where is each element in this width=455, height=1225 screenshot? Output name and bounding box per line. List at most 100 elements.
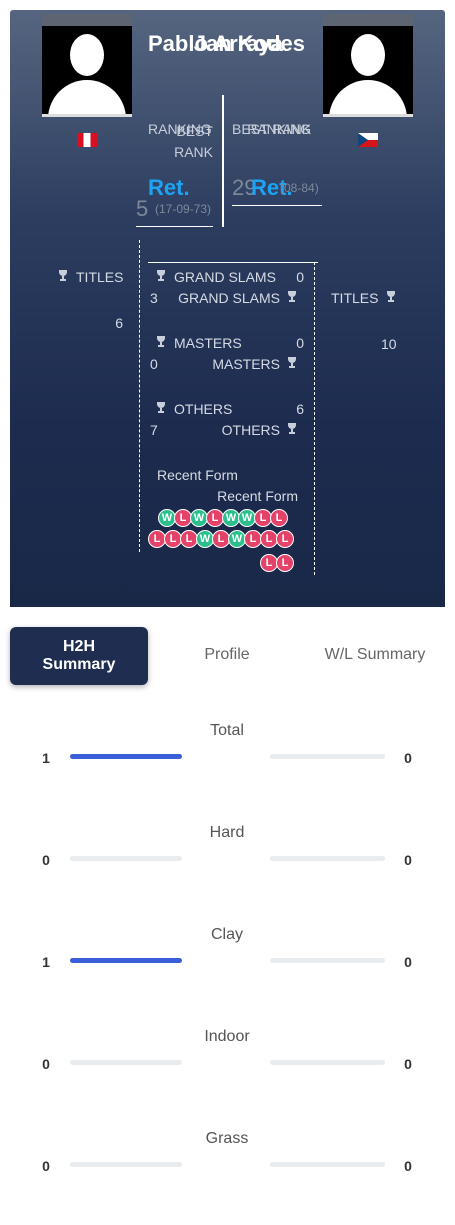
left-count: 1	[42, 954, 50, 970]
trophy-cup	[59, 270, 67, 276]
silhouette-head	[70, 34, 104, 76]
trophy-cup	[157, 270, 165, 276]
trophy-cup	[157, 402, 165, 408]
ranking-value: Ret.	[148, 175, 190, 200]
silhouette-head	[351, 34, 385, 76]
stat-label: GRAND SLAMS	[178, 290, 280, 306]
left-count: 1	[42, 750, 50, 766]
trophy-base	[289, 432, 295, 434]
tab-button[interactable]: W/L Summary	[324, 646, 426, 663]
trophy-icon	[156, 270, 166, 282]
bar-track	[70, 1060, 182, 1065]
stat-label: OTHERS	[174, 401, 233, 417]
bar-track	[70, 856, 182, 861]
flag-triangle	[358, 133, 368, 147]
left-count: 0	[42, 1158, 50, 1174]
player-photo	[323, 26, 413, 117]
recent-form-label: Recent Form	[217, 488, 298, 504]
left-bar	[70, 958, 182, 963]
row-label: Total	[210, 722, 244, 739]
trophy-icon	[287, 357, 297, 369]
silhouette-body	[48, 80, 126, 117]
trophy-base	[289, 366, 295, 368]
trophy-cup	[387, 291, 395, 297]
trophy-stem	[291, 297, 293, 300]
dashed-line	[314, 262, 315, 575]
flag-peru	[77, 133, 97, 147]
trophy-stem	[160, 342, 162, 345]
trophy-base	[60, 279, 66, 281]
row-label: Clay	[210, 926, 243, 943]
trophy-icon	[287, 423, 297, 435]
stat-label: GRAND SLAMS	[174, 269, 276, 285]
stat-value: 0	[296, 335, 304, 351]
silhouette-body	[329, 80, 407, 117]
stat-label: OTHERS	[221, 422, 280, 438]
right-count: 0	[404, 1056, 412, 1072]
best-rank-value: 5	[136, 196, 149, 221]
trophy-base	[158, 411, 164, 413]
trophy-cup	[288, 357, 296, 363]
trophy-base	[289, 300, 295, 302]
best-rank-label: BEST RANK	[232, 121, 312, 137]
tab-button[interactable]: Profile	[204, 646, 250, 663]
dashed-line	[148, 262, 318, 263]
trophy-icon	[386, 291, 396, 303]
form-badge: L	[270, 509, 288, 527]
player-photo	[42, 26, 132, 117]
trophy-stem	[62, 276, 64, 279]
recent-form-label: Recent Form	[157, 467, 238, 483]
trophy-icon	[287, 291, 297, 303]
ranking-label: RANKING	[247, 121, 311, 137]
trophy-stem	[160, 276, 162, 279]
trophy-cup	[288, 291, 296, 297]
flag-czech	[358, 133, 378, 147]
stat-value: 0	[150, 356, 158, 372]
stat-value: 3	[150, 290, 158, 306]
player-name: Jan Kodes	[193, 31, 305, 56]
trophy-cup	[157, 336, 165, 342]
photo-top	[42, 14, 132, 26]
photo-base	[323, 114, 413, 117]
trophy-icon	[156, 402, 166, 414]
divider	[222, 95, 224, 227]
best-rank-date: (17-09-73)	[155, 202, 212, 216]
trophy-base	[158, 279, 164, 281]
underline	[232, 205, 322, 206]
trophy-base	[388, 300, 394, 302]
row-label: Grass	[205, 1130, 249, 1147]
stat-value: 0	[296, 269, 304, 285]
underline	[136, 226, 213, 227]
bar-track	[70, 1162, 182, 1167]
trophy-cup	[288, 423, 296, 429]
titles-value: 6	[115, 315, 123, 331]
left-count: 0	[42, 1056, 50, 1072]
tab-button[interactable]: H2H Summary	[10, 627, 148, 685]
titles-value: 10	[381, 336, 397, 352]
titles-label: TITLES	[76, 269, 124, 285]
ranking-label: RANKING	[148, 121, 212, 137]
form-badge: L	[276, 530, 294, 548]
row-label: Hard	[209, 824, 245, 841]
stat-value: 6	[296, 401, 304, 417]
bar-track	[270, 958, 385, 963]
titles-label: TITLES	[331, 290, 379, 306]
trophy-stem	[390, 297, 392, 300]
right-count: 0	[404, 954, 412, 970]
trophy-base	[158, 345, 164, 347]
ranking-value: Ret.	[251, 175, 293, 200]
right-count: 0	[404, 1158, 412, 1174]
form-badge: L	[276, 554, 294, 572]
player-name: Pablo Arraya	[148, 31, 283, 56]
best-rank-date: (08-84)	[280, 181, 319, 195]
dashed-line	[139, 240, 140, 552]
bar-track	[270, 1162, 385, 1167]
trophy-icon	[58, 270, 68, 282]
bar-track	[270, 754, 385, 759]
right-count: 0	[404, 852, 412, 868]
trophy-stem	[291, 429, 293, 432]
bar-track	[270, 1060, 385, 1065]
trophy-stem	[160, 408, 162, 411]
stat-value: 7	[150, 422, 158, 438]
